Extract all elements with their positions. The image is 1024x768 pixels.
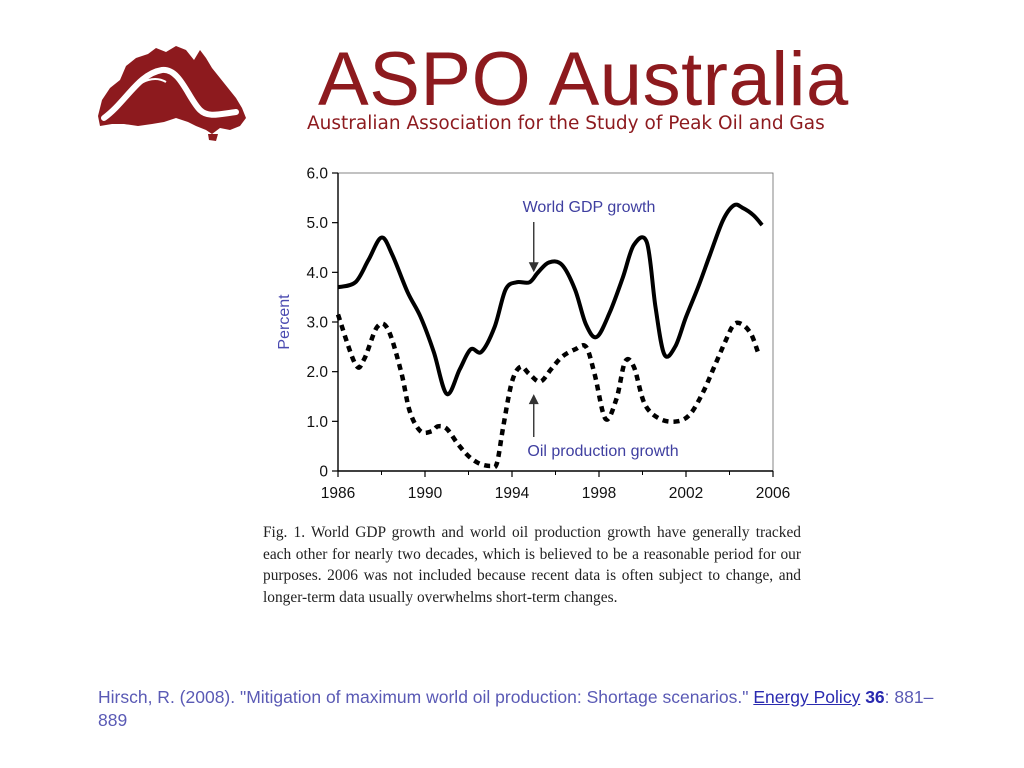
series-line-oil-production	[335, 313, 760, 470]
australia-map-logo-icon	[98, 46, 246, 141]
x-tick-label: 1994	[495, 485, 530, 502]
y-axis-label: Percent	[276, 294, 293, 350]
plot-frame	[337, 172, 774, 472]
brand-title: ASPO Australia	[318, 37, 849, 122]
journal-link[interactable]: Energy Policy	[753, 687, 861, 707]
annotation-oil-arrowhead	[528, 394, 539, 405]
logo-tasmania	[208, 134, 218, 141]
y-tick-label: 5.0	[306, 215, 328, 232]
y-tick-label: 4.0	[306, 265, 328, 282]
y-tick-label: 1.0	[306, 414, 328, 431]
x-tick-label: 1998	[582, 485, 616, 502]
citation: Hirsch, R. (2008). "Mitigation of maximu…	[98, 686, 938, 732]
x-tick-label: 1986	[321, 485, 355, 502]
citation-pages: : 881–889	[98, 687, 934, 730]
y-tick-label: 2.0	[306, 364, 328, 381]
x-tick-label: 2006	[756, 485, 790, 502]
x-tick-label: 1990	[408, 485, 443, 502]
figure-caption: Fig. 1. World GDP growth and world oil p…	[263, 524, 801, 606]
citation-text: Hirsch, R. (2008). "Mitigation of maximu…	[98, 687, 754, 707]
series-line-world-gdp	[337, 202, 764, 397]
logo-road-line	[125, 78, 167, 97]
y-tick-label: 3.0	[306, 315, 328, 332]
annotation-oil-label: Oil production growth	[527, 443, 678, 460]
x-tick-label: 2002	[669, 485, 703, 502]
citation-volume: 36	[865, 687, 885, 707]
brand-subtitle: Australian Association for the Study of …	[307, 113, 825, 134]
y-tick-label: 0	[319, 464, 328, 481]
annotation-gdp-label: World GDP growth	[523, 199, 656, 216]
y-tick-label: 6.0	[306, 166, 328, 183]
annotation-gdp-arrowhead	[528, 262, 539, 273]
